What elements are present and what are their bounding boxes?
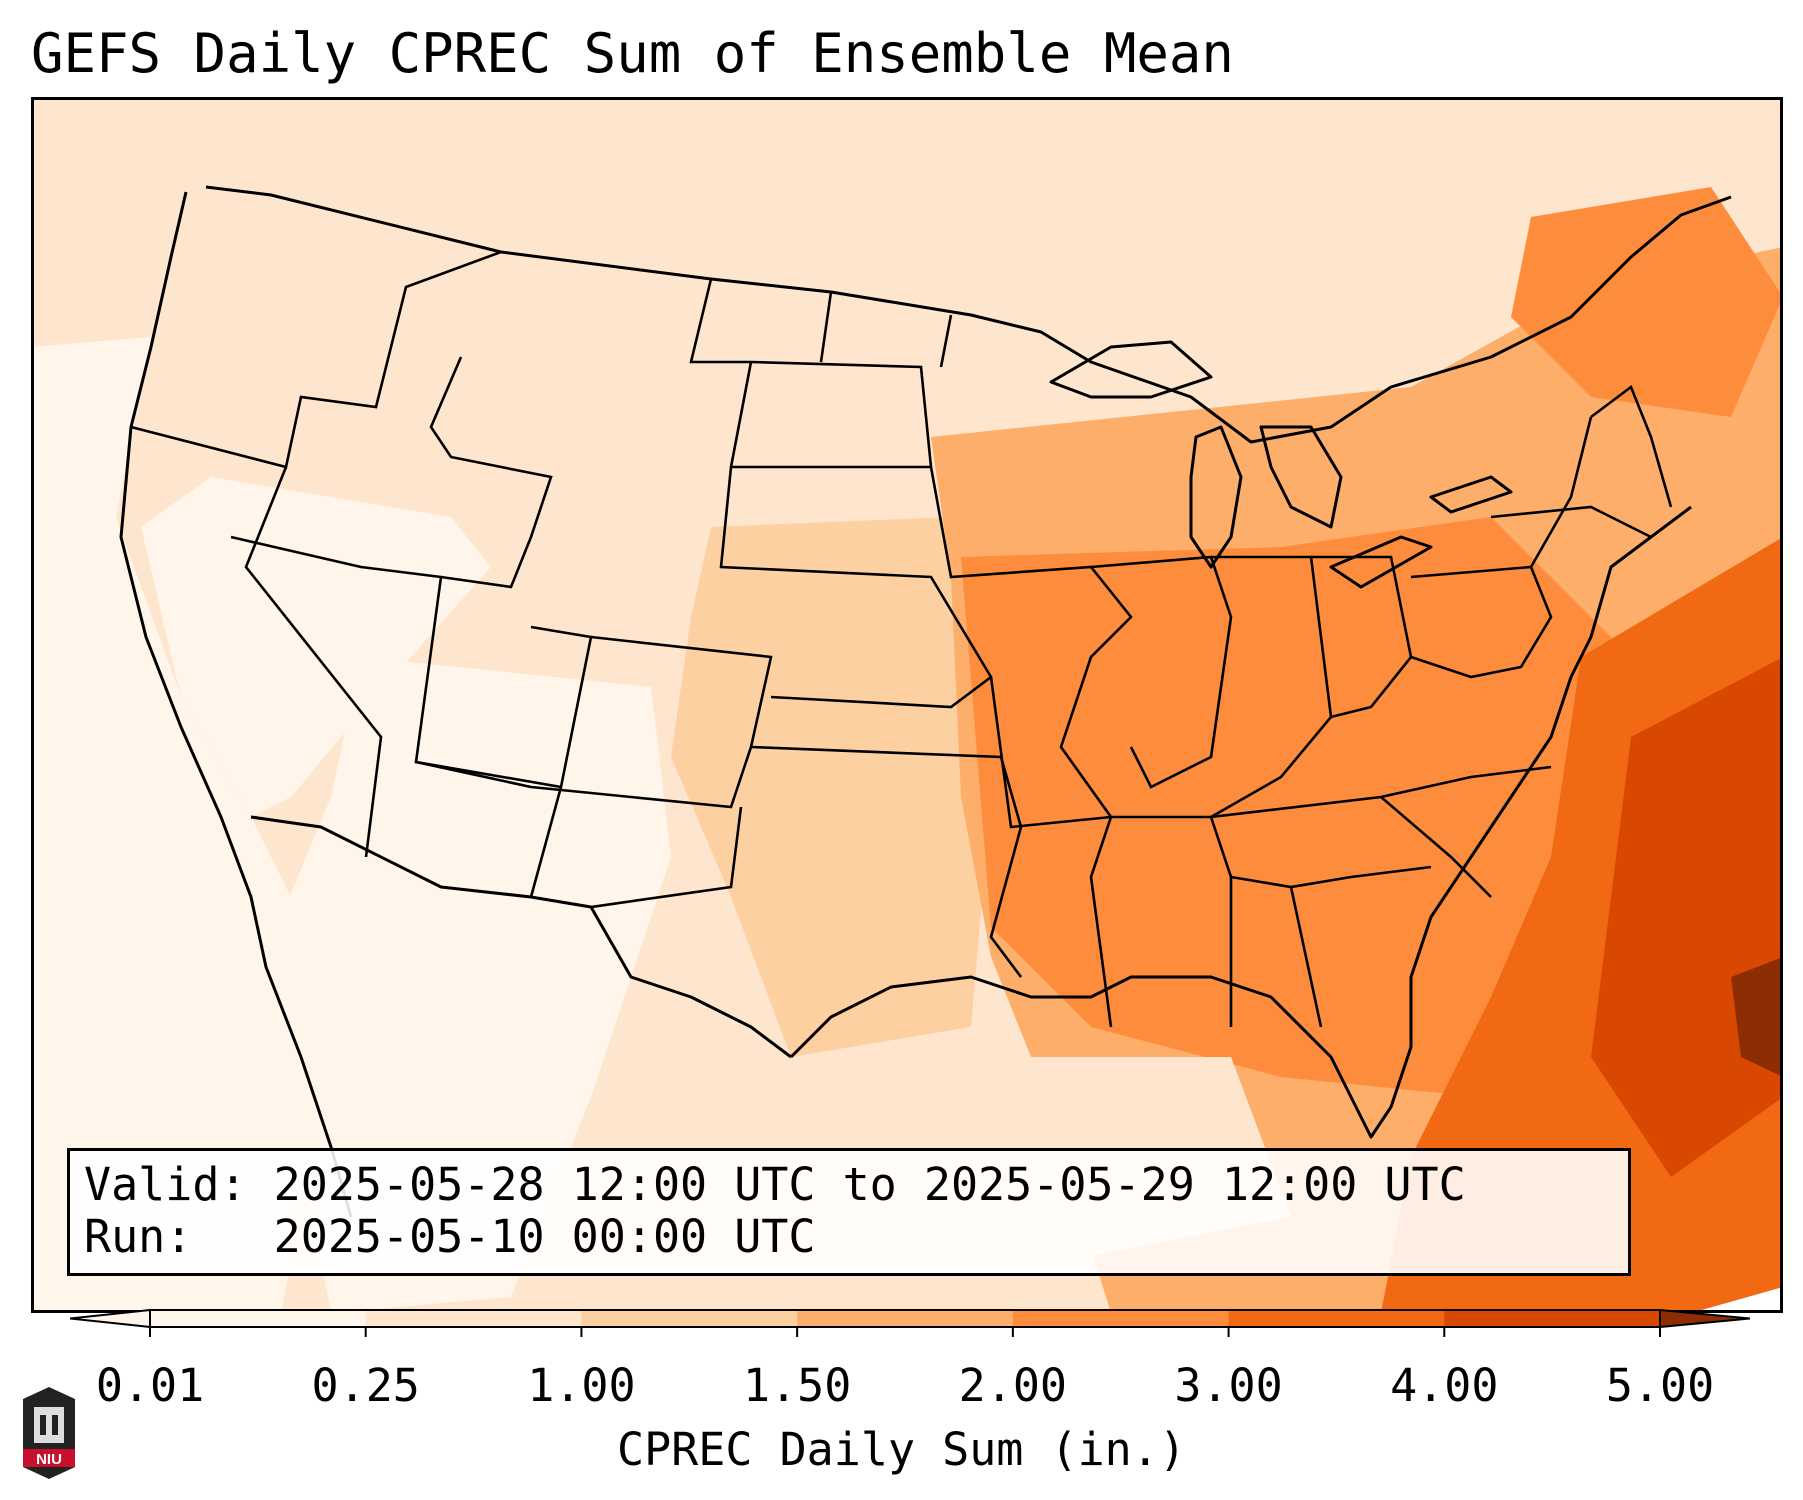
colorbar-segment (365, 1310, 582, 1327)
state-lines-overlay (130, 250, 1673, 1028)
niu-logo: NIU (23, 1387, 75, 1479)
colorbar-tick-label: 2.00 (958, 1359, 1068, 1412)
colorbar-segment (150, 1310, 367, 1327)
colorbar-segment (1228, 1310, 1445, 1327)
us-canada-border (205, 185, 1732, 444)
outside-projection (1691, 1287, 1783, 1313)
valid-time-text: Valid: 2025-05-28 12:00 UTC to 2025-05-2… (84, 1158, 1466, 1211)
lake-superior-outline (1049, 340, 1213, 399)
run-time-text: Run: 2025-05-10 00:00 UTC (84, 1210, 816, 1263)
central-states-lines (929, 466, 1133, 1028)
niu-logo-text: NIU (36, 1451, 62, 1468)
plains-field (671, 517, 991, 1057)
colorbar-frame (149, 1309, 1661, 1328)
colorbar-segment (1012, 1310, 1230, 1327)
colorbar-segment (797, 1310, 1014, 1327)
lake-michigan-outline (1189, 425, 1243, 569)
colorbar-extend-low (70, 1308, 151, 1329)
pacific-coast (119, 191, 353, 1218)
pacific-ocean-field (31, 337, 331, 1313)
colorbar-tick-label: 4.00 (1390, 1359, 1499, 1412)
four-corners-lines (415, 635, 773, 809)
colorbar-segment (581, 1310, 798, 1327)
northeast-field (1511, 187, 1783, 417)
colorbar-title: CPREC Daily Sum (in.) (617, 1423, 1186, 1476)
lake-huron-outline (1259, 425, 1343, 529)
chart-title: GEFS Daily CPREC Sum of Ensemble Mean (31, 22, 1234, 85)
gulf-coast (789, 505, 1692, 1139)
precipitation-map (31, 97, 1783, 1313)
colorbar-segment (1444, 1310, 1661, 1327)
colorbar-tick-label: 0.25 (311, 1359, 420, 1412)
atlantic-max-field (1591, 657, 1783, 1177)
valid-run-info-box: Valid: 2025-05-28 12:00 UTC to 2025-05-2… (67, 1148, 1631, 1276)
borders-overlay (119, 185, 1732, 1218)
colorbar-extend-high (1659, 1308, 1750, 1329)
lake-erie-outline (1329, 535, 1433, 589)
colorbar-tick-label: 0.01 (95, 1359, 205, 1412)
atlantic-peak-field (1731, 957, 1783, 1077)
colorbar-tick-label: 1.00 (527, 1359, 636, 1412)
west-dry-field (141, 477, 491, 817)
colorbar (70, 1308, 1750, 1337)
colorbar-tick-label: 3.00 (1174, 1359, 1283, 1412)
lake-ontario-outline (1429, 475, 1513, 514)
colorbar-tick-label: 1.50 (742, 1359, 852, 1412)
colorbar-tick-label: 5.00 (1605, 1359, 1715, 1412)
